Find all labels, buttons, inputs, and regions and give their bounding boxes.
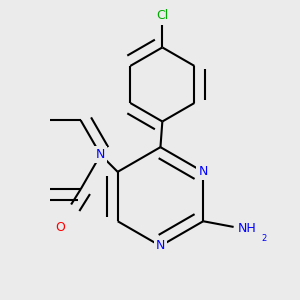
Text: O: O [55, 221, 65, 234]
Text: NH: NH [238, 222, 256, 235]
Text: N: N [199, 165, 208, 178]
Text: N: N [96, 148, 105, 161]
Text: Cl: Cl [156, 9, 169, 22]
Text: N: N [156, 239, 165, 252]
Text: 2: 2 [261, 234, 267, 243]
